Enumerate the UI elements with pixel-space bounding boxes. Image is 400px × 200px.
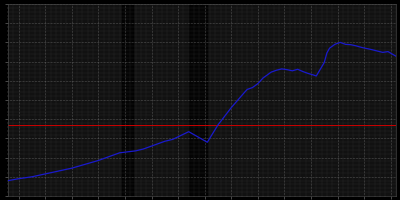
Bar xyxy=(122,4,133,196)
Bar xyxy=(189,4,207,196)
